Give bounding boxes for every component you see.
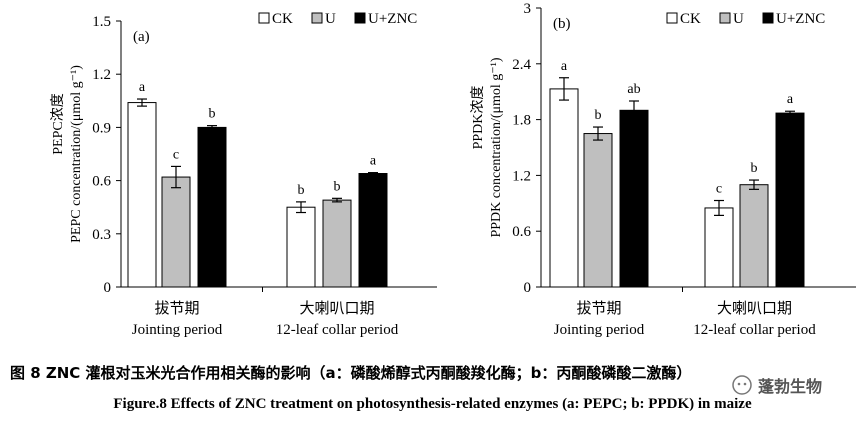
pa-legend-swatch xyxy=(311,12,323,24)
pa-y-tick-label: 1.5 xyxy=(92,14,111,30)
pa-legend-swatch xyxy=(258,12,270,24)
pb-legend-label: U+ZNC xyxy=(776,11,825,27)
pa-legend-label: U+ZNC xyxy=(368,11,417,27)
pb-legend-swatch xyxy=(666,12,678,24)
pb-category-label-cn: 拔节期 xyxy=(576,300,621,317)
pa-sig-letter: a xyxy=(139,80,146,95)
pb-legend-swatch xyxy=(762,12,774,24)
pb-y-tick-label: 1.8 xyxy=(512,113,531,129)
pa-bar-u-znc xyxy=(358,173,388,288)
pa-ylabel-cn: PEPC浓度 xyxy=(50,93,66,154)
pb-ylabel-cn: PPDK浓度 xyxy=(470,86,486,150)
pa-sig-letter: a xyxy=(370,154,377,169)
pa-y-tick-label: 1.2 xyxy=(92,67,111,83)
pa-category-label-en: Jointing period xyxy=(132,322,223,338)
pb-bar-u xyxy=(583,133,613,288)
pa-sig-letter: b xyxy=(334,179,341,194)
pb-y-tick-label: 0.6 xyxy=(512,224,531,240)
pa-bar-ck xyxy=(127,102,157,288)
pa-legend-label: CK xyxy=(272,11,293,27)
pa-bar-u xyxy=(322,199,352,288)
pb-bar-ck xyxy=(704,207,734,288)
pb-bar-u-znc xyxy=(775,112,805,288)
pb-panel-label: (b) xyxy=(553,16,571,32)
pb-sig-letter: b xyxy=(595,108,602,123)
pb-y-tick-label: 2.4 xyxy=(512,57,531,73)
pa-y-tick-label: 0.6 xyxy=(92,174,111,190)
pa-ylabel-en: PEPC concentration/(μmol g⁻¹) xyxy=(69,65,84,243)
wechat-icon xyxy=(732,375,752,395)
caption-en: Figure.8 Effects of ZNC treatment on pho… xyxy=(113,396,752,412)
pb-sig-letter: a xyxy=(787,92,794,107)
pb-sig-letter: b xyxy=(751,161,758,176)
pa-y-tick-label: 0 xyxy=(104,280,112,296)
pb-y-tick-label: 0 xyxy=(524,280,532,296)
pb-category-label-en: Jointing period xyxy=(554,322,645,338)
pb-legend-label: CK xyxy=(680,11,701,27)
pb-sig-letter: a xyxy=(561,59,568,74)
pa-sig-letter: b xyxy=(298,183,305,198)
pb-legend-swatch xyxy=(719,12,731,24)
pa-category-label-cn: 大喇叭口期 xyxy=(299,300,374,317)
pa-sig-letter: c xyxy=(173,147,179,162)
watermark: 蓬勃生物 xyxy=(728,372,827,398)
pa-category-label-cn: 拔节期 xyxy=(154,300,199,317)
pb-y-tick-label: 3 xyxy=(524,1,532,17)
pb-sig-letter: ab xyxy=(627,82,640,97)
pb-ylabel-en: PPDK concentration/(μmol g⁻¹) xyxy=(489,57,504,237)
watermark-text: 蓬勃生物 xyxy=(758,377,823,396)
pb-bar-u xyxy=(739,184,769,288)
pa-panel-label: (a) xyxy=(133,29,150,45)
pa-bar-ck xyxy=(286,206,316,288)
pa-sig-letter: b xyxy=(209,107,216,122)
pb-y-tick-label: 1.2 xyxy=(512,168,531,184)
pb-category-label-cn: 大喇叭口期 xyxy=(717,300,792,317)
pa-bar-u xyxy=(161,176,191,288)
pa-legend-label: U xyxy=(325,11,336,27)
pa-legend-swatch xyxy=(354,12,366,24)
pa-bar-u-znc xyxy=(197,126,227,288)
pb-category-label-en: 12-leaf collar period xyxy=(693,322,816,338)
pa-category-label-en: 12-leaf collar period xyxy=(276,322,399,338)
pb-bar-ck xyxy=(549,88,579,288)
pb-bar-u-znc xyxy=(619,109,649,288)
caption-cn: 图 8 ZNC 灌根对玉米光合作用相关酶的影响（a：磷酸烯醇式丙酮酸羧化酶；b：… xyxy=(10,364,692,382)
pb-legend-label: U xyxy=(733,11,744,27)
pb-sig-letter: c xyxy=(716,182,722,197)
pa-y-tick-label: 0.3 xyxy=(92,227,111,243)
pa-y-tick-label: 0.9 xyxy=(92,120,111,136)
